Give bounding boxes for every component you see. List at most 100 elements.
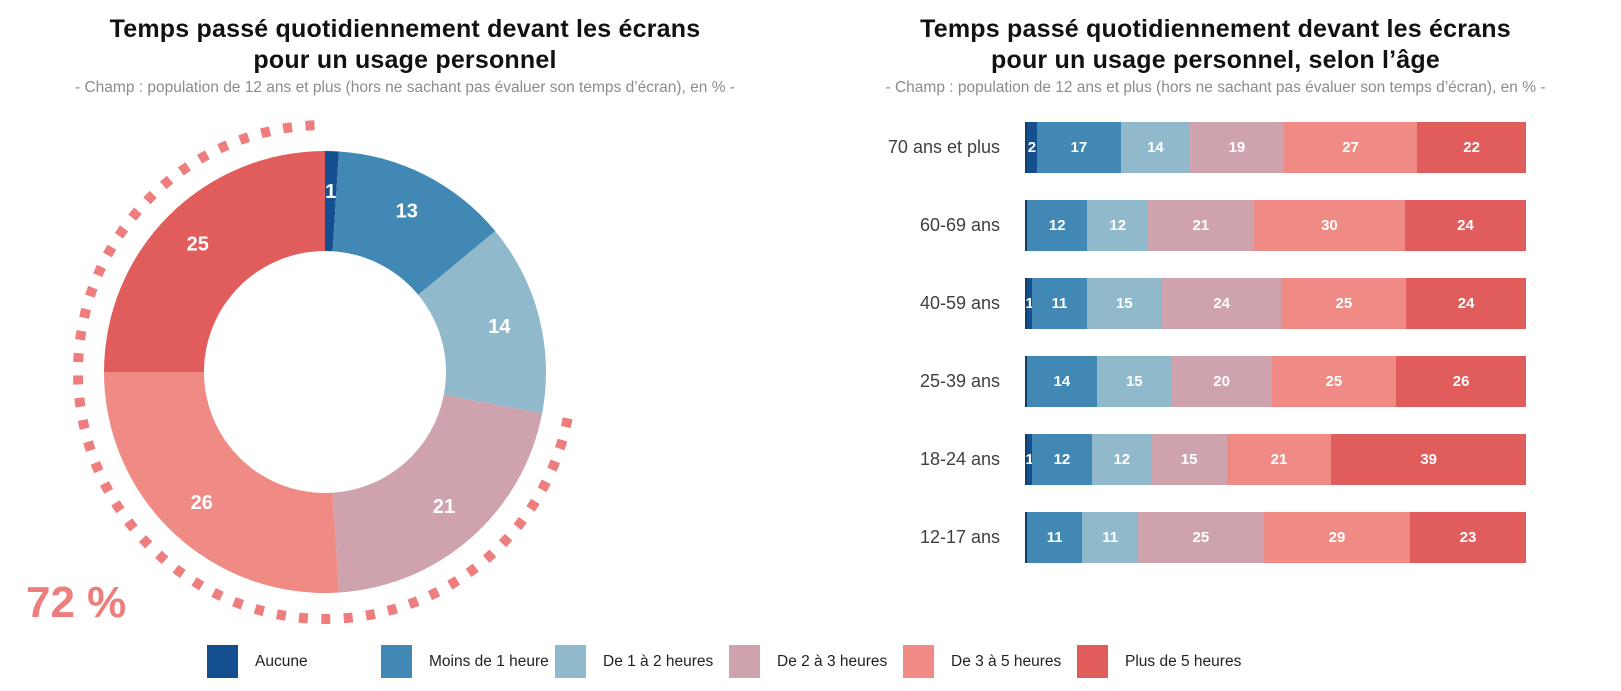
age-group-label: 40-59 ans bbox=[919, 293, 1000, 313]
donut-slice-label: 14 bbox=[488, 316, 511, 338]
bar-segment: 29 bbox=[1263, 512, 1411, 563]
age-group-label: 60-69 ans bbox=[919, 215, 1000, 235]
bar-segment-value: 25 bbox=[1335, 295, 1353, 312]
bar-segment: 11 bbox=[1027, 512, 1083, 563]
legend-label: De 3 à 5 heures bbox=[951, 652, 1062, 670]
donut-slice bbox=[332, 394, 543, 593]
bar-segment: 12 bbox=[1087, 200, 1148, 251]
stacked-bar-panel: Temps passé quotidiennement devant les é… bbox=[810, 0, 1621, 691]
donut-chart-subtitle: - Champ : population de 12 ans et plus (… bbox=[75, 79, 735, 96]
bar-segment-value: 21 bbox=[1270, 451, 1288, 468]
legend-label: De 2 à 3 heures bbox=[777, 652, 888, 670]
bar-segment: 12 bbox=[1031, 434, 1092, 485]
bar-segment-value: 27 bbox=[1342, 139, 1359, 156]
bar-segment-value: 39 bbox=[1420, 451, 1437, 468]
legend-item: Moins de 1 heure bbox=[381, 645, 555, 678]
legend-label: Aucune bbox=[255, 652, 308, 670]
donut-slice-label: 1 bbox=[325, 181, 336, 203]
bar-track: 14 15 20 25 26 bbox=[1025, 356, 1526, 407]
bar-segment: 12 bbox=[1091, 434, 1152, 485]
bar-segment: 11 bbox=[1082, 512, 1138, 563]
bar-segment: 14 bbox=[1120, 122, 1191, 173]
legend-label: Plus de 5 heures bbox=[1125, 652, 1242, 670]
bar-segment-value: 1 bbox=[1025, 451, 1034, 468]
legend-item: De 3 à 5 heures bbox=[903, 645, 1077, 678]
bar-segment: 21 bbox=[1226, 434, 1332, 485]
bar-track: 2 17 14 19 27 22 bbox=[1025, 122, 1526, 173]
bar-segment-value: 12 bbox=[1048, 217, 1066, 234]
age-group-label: 70 ans et plus bbox=[887, 137, 1000, 157]
bar-segment-value: 23 bbox=[1459, 529, 1477, 546]
bar-segment-value: 11 bbox=[1102, 529, 1119, 546]
legend-swatch bbox=[381, 645, 412, 678]
legend-swatch bbox=[903, 645, 934, 678]
legend-label: De 1 à 2 heures bbox=[603, 652, 714, 670]
bar-segment: 25 bbox=[1137, 512, 1264, 563]
bar-segment: 24 bbox=[1161, 278, 1282, 329]
bar-segment: 23 bbox=[1410, 512, 1526, 563]
bar-segment-value: 2 bbox=[1027, 139, 1037, 156]
bar-segment: 25 bbox=[1271, 356, 1397, 407]
bar-chart-title-line2: pour un usage personnel, selon l’âge bbox=[991, 46, 1440, 74]
bar-segment-value: 26 bbox=[1452, 373, 1470, 390]
highlight-percent-label: 72 % bbox=[26, 578, 126, 627]
bar-segment: 30 bbox=[1253, 200, 1406, 251]
stacked-bar-chart: 70 ans et plus 2 17 14 19 27 22 60-69 ans 12 12 21… bbox=[810, 122, 1580, 590]
bar-chart-title-line1: Temps passé quotidiennement devant les é… bbox=[920, 15, 1511, 43]
donut-slice-label: 25 bbox=[187, 234, 209, 256]
highlight-arc bbox=[73, 120, 573, 624]
bar-track: 12 12 21 30 24 bbox=[1025, 200, 1526, 251]
legend-item: Plus de 5 heures bbox=[1077, 645, 1251, 678]
bar-segment-value: 12 bbox=[1109, 217, 1127, 234]
age-group-label: 18-24 ans bbox=[919, 449, 1000, 469]
bar-segment: 26 bbox=[1396, 356, 1526, 407]
donut-slice bbox=[104, 372, 339, 593]
bar-row: 40-59 ans 1 11 15 24 25 24 bbox=[810, 278, 1580, 329]
bar-segment: 15 bbox=[1086, 278, 1162, 329]
age-group-label: 12-17 ans bbox=[919, 527, 1000, 547]
bar-segment-value: 30 bbox=[1321, 217, 1338, 234]
donut-chart-panel: Temps passé quotidiennement devant les é… bbox=[0, 0, 810, 691]
donut-chart-title: Temps passé quotidiennement devant les é… bbox=[6, 14, 804, 76]
bar-segment: 21 bbox=[1147, 200, 1254, 251]
bar-segment: 2 bbox=[1027, 122, 1037, 173]
bar-segment-value: 24 bbox=[1457, 217, 1474, 234]
bar-row: 60-69 ans 12 12 21 30 24 bbox=[810, 200, 1580, 251]
bar-track: 1 11 15 24 25 24 bbox=[1025, 278, 1526, 329]
bar-segment-value: 22 bbox=[1463, 139, 1480, 156]
legend-swatch bbox=[555, 645, 586, 678]
chart-legend: Aucune Moins de 1 heure De 1 à 2 heures De … bbox=[207, 645, 1251, 678]
bar-track: 11 11 25 29 23 bbox=[1025, 512, 1526, 563]
donut-slice bbox=[325, 151, 339, 252]
bar-segment: 24 bbox=[1406, 278, 1526, 329]
bar-segment-value: 24 bbox=[1213, 295, 1230, 312]
bar-segment-value: 12 bbox=[1113, 451, 1131, 468]
legend-swatch bbox=[207, 645, 238, 678]
donut-slice bbox=[332, 151, 496, 295]
bar-segment-value: 19 bbox=[1228, 139, 1246, 156]
bar-segment: 15 bbox=[1151, 434, 1227, 485]
bar-segment-value: 11 bbox=[1051, 295, 1068, 312]
bar-segment: 24 bbox=[1405, 200, 1526, 251]
bar-segment-value: 11 bbox=[1046, 529, 1063, 546]
donut-chart-title-line1: Temps passé quotidiennement devant les é… bbox=[109, 15, 701, 43]
bar-row: 70 ans et plus 2 17 14 19 27 22 bbox=[810, 122, 1580, 173]
bar-row: 18-24 ans 1 12 12 15 21 39 bbox=[810, 434, 1580, 485]
bar-segment-value: 25 bbox=[1325, 373, 1343, 390]
legend-swatch bbox=[729, 645, 760, 678]
bar-segment-value: 29 bbox=[1328, 529, 1346, 546]
bar-segment: 39 bbox=[1331, 434, 1526, 485]
bar-segment: 12 bbox=[1027, 200, 1088, 251]
bar-segment-value: 15 bbox=[1180, 451, 1198, 468]
bar-segment-value: 12 bbox=[1053, 451, 1071, 468]
bar-segment: 11 bbox=[1031, 278, 1087, 329]
bar-segment: 20 bbox=[1171, 356, 1272, 407]
bar-segment: 17 bbox=[1036, 122, 1121, 173]
bar-segment-value: 14 bbox=[1147, 139, 1164, 156]
bar-segment: 19 bbox=[1190, 122, 1284, 173]
legend-item: De 2 à 3 heures bbox=[729, 645, 903, 678]
donut-slice-label: 13 bbox=[396, 201, 418, 223]
bar-track: 1 12 12 15 21 39 bbox=[1025, 434, 1526, 485]
legend-swatch bbox=[1077, 645, 1108, 678]
